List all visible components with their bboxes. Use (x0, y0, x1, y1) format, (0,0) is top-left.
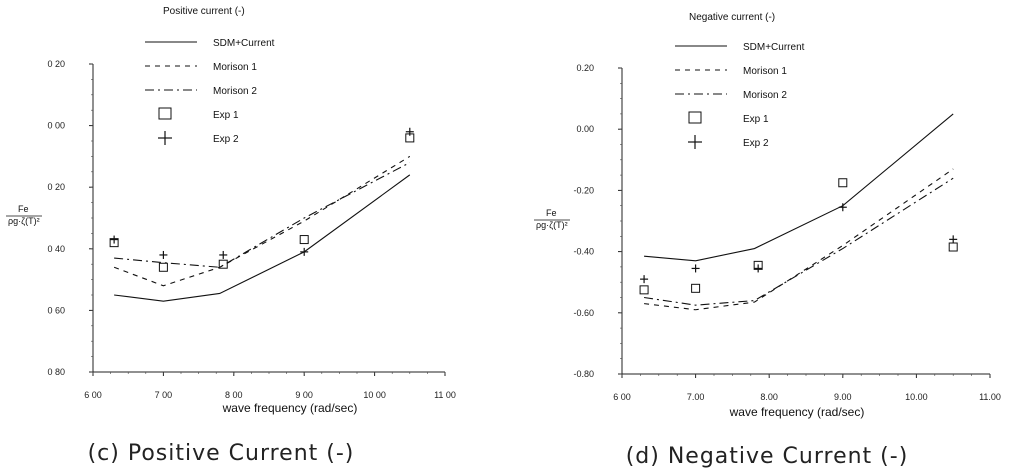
y-axis-label-denominator: ρg·ζ(T)² (536, 220, 568, 230)
x-tick-label: 9.00 (834, 392, 852, 402)
legend-label: Exp 2 (743, 138, 769, 149)
y-tick-label: -0.40 (573, 247, 594, 257)
x-tick-label: 7 00 (155, 390, 173, 400)
y-axis-label-denominator: ρg·ζ(T)² (8, 216, 40, 226)
axes: 0.20 0.00 -0.20 -0.40 -0.60 -0.80 6 00 7.00 8.00… (573, 63, 1000, 402)
figure-caption: (c) Positive Current (-) (88, 441, 355, 466)
y-tick-label: 0.00 (576, 124, 594, 134)
series-line-morison-1 (113, 155, 411, 287)
legend-item: Exp 1 (688, 111, 769, 125)
data-point-exp2 (110, 235, 119, 244)
y-axis-label: Fe ρg·ζ(T)² (6, 204, 42, 226)
axes: 0 20 0 00 0 20 0 40 0 60 0 80 6 00 7 00 8 00 9 00… (47, 59, 455, 400)
legend-label: Morison 1 (743, 66, 787, 77)
x-tick-label: 10.00 (905, 392, 928, 402)
figure-caption: (d) Negative Current (-) (626, 444, 909, 469)
x-tick-label: 9 00 (295, 390, 313, 400)
legend-swatch-square (688, 111, 702, 124)
x-tick-label: 11.00 (979, 392, 1001, 402)
y-tick-label: -0.80 (573, 369, 594, 379)
data-point-exp1 (691, 283, 701, 293)
data-point-exp2 (405, 127, 414, 136)
data-point-exp2 (219, 250, 228, 259)
data-point-exp1 (639, 285, 649, 295)
y-axis-label-numerator: Fe (18, 204, 29, 214)
y-axis-label-numerator: Fe (546, 208, 557, 218)
legend-item: Exp 2 (158, 131, 239, 145)
x-tick-label: 8 00 (225, 390, 243, 400)
legend-title: Positive current (-) (163, 6, 245, 17)
legend-label: Exp 1 (743, 114, 769, 125)
y-tick-label: -0.20 (573, 185, 594, 195)
x-tick-label: 7.00 (687, 392, 705, 402)
legend-item: Exp 2 (688, 135, 769, 149)
y-tick-label: 0 40 (47, 244, 65, 254)
legend-item: Morison 2 (675, 90, 787, 101)
legend-label: Exp 2 (213, 134, 239, 145)
data-point-exp1 (299, 235, 309, 245)
y-tick-label: 0 80 (47, 367, 65, 377)
y-tick-label: 0 00 (47, 121, 65, 131)
legend-label: SDM+Current (743, 42, 805, 53)
x-tick-label: 10 00 (363, 390, 386, 400)
data-point-exp2 (949, 235, 958, 244)
y-tick-label: 0.20 (576, 63, 594, 73)
legend: SDM+Current Morison 1 Morison 2 Exp 1 Exp 2 (145, 38, 275, 145)
legend-label: Exp 1 (213, 110, 239, 121)
x-tick-label: 11 00 (434, 390, 456, 400)
data-point-exp2 (691, 264, 700, 273)
x-tick-label: 8.00 (760, 392, 778, 402)
y-axis-label: Fe ρg·ζ(T)² (534, 208, 570, 230)
legend: SDM+Current Morison 1 Morison 2 Exp 1 Exp 2 (675, 42, 805, 149)
series-line-morison-2 (114, 162, 411, 268)
chart-negative-current: Negative current (-) SDM+Current Morison … (534, 12, 1001, 469)
y-tick-label: -0.60 (573, 308, 594, 318)
y-tick-label: 0 20 (47, 59, 65, 69)
data-point-exp1 (158, 262, 168, 272)
data-point-exp2 (300, 247, 309, 256)
x-axis-label: wave frequency (rad/sec) (729, 405, 865, 419)
legend-label: Morison 1 (213, 62, 257, 73)
legend-title: Negative current (-) (689, 12, 775, 23)
data-point-exp2 (640, 275, 649, 284)
plot-area (639, 113, 958, 311)
y-tick-label: 0 20 (47, 182, 65, 192)
x-tick-label: 6 00 (613, 392, 631, 402)
legend-item: SDM+Current (675, 42, 805, 53)
data-point-exp1 (838, 178, 848, 188)
legend-item: SDM+Current (145, 38, 275, 49)
legend-label: Morison 2 (213, 86, 257, 97)
data-point-exp2 (159, 250, 168, 259)
legend-label: SDM+Current (213, 38, 275, 49)
x-tick-label: 6 00 (84, 390, 102, 400)
legend-item: Morison 2 (145, 86, 257, 97)
legend-label: Morison 2 (743, 90, 787, 101)
chart-positive-current: Positive current (-) SDM+Current Morison … (6, 6, 456, 466)
y-tick-label: 0 60 (47, 305, 65, 315)
legend-swatch-square (158, 107, 172, 120)
series-line-sdm-current (114, 174, 411, 302)
plot-area (109, 127, 415, 302)
data-point-exp1 (218, 259, 228, 269)
series-line-morison-1 (644, 168, 954, 311)
series-line-sdm-current (644, 113, 954, 262)
x-axis-label: wave frequency (rad/sec) (222, 401, 358, 415)
data-point-exp1 (948, 242, 958, 252)
series-line-morison-2 (643, 177, 954, 306)
data-point-exp2 (754, 264, 763, 273)
legend-item: Morison 1 (675, 66, 787, 77)
legend-item: Morison 1 (145, 62, 257, 73)
legend-item: Exp 1 (158, 107, 239, 121)
data-point-exp2 (838, 203, 847, 212)
